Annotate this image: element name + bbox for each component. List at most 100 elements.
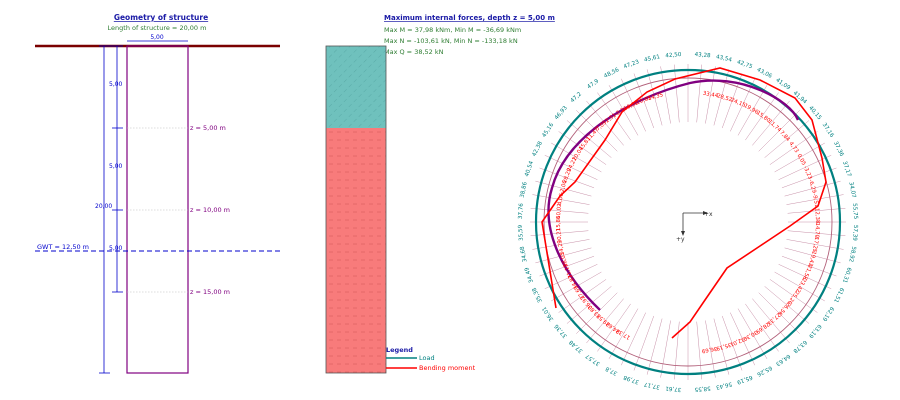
- radial-line: [535, 180, 592, 197]
- radial-line: [745, 92, 779, 141]
- ring-value-label: 43,06: [756, 67, 773, 80]
- radial-line: [597, 303, 631, 352]
- radial-line: [620, 312, 646, 366]
- radial-lines: [530, 64, 846, 380]
- radial-line: [633, 73, 655, 129]
- load-ring: [534, 68, 842, 376]
- bending-moment-curve: [541, 67, 827, 339]
- ring-value-label: 31,19: [563, 262, 575, 279]
- radial-line: [539, 255, 595, 277]
- ring-value-label: 58,55: [694, 385, 711, 392]
- ring-value-label: 42,75: [736, 59, 754, 70]
- radial-line: [730, 312, 756, 366]
- ring-value-label: 37,36: [554, 322, 569, 338]
- ring-value-label: 65,19: [736, 374, 754, 385]
- ring-value-label: 43,54: [715, 54, 732, 63]
- radial-line: [551, 271, 602, 302]
- axis-x-label: +x: [704, 211, 713, 218]
- ring-value-label: 24,15: [730, 97, 747, 109]
- structure-outline: [126, 45, 189, 374]
- ring-value-label: 63,19: [807, 323, 822, 339]
- forces-title: Maximum internal forces, depth z = 5,00 …: [384, 14, 555, 22]
- radial-line: [713, 69, 730, 126]
- radial-line: [608, 308, 639, 359]
- ring-value-label: 40,15: [807, 105, 822, 121]
- dim-label-2: 5,00: [109, 163, 123, 170]
- radial-line: [696, 64, 703, 123]
- ring-value-label: -14,70: [813, 220, 820, 238]
- ring-value-label: 28,52: [716, 93, 733, 103]
- ring-value-label: 37,36: [832, 141, 845, 158]
- radial-line: [737, 308, 768, 359]
- ring-value-label: -9,51: [811, 193, 819, 208]
- radial-line: [646, 318, 663, 375]
- radial-line: [737, 85, 768, 136]
- axis-y-label: +y: [676, 236, 685, 243]
- ring-value-label: 17,38: [615, 327, 632, 340]
- radial-line: [544, 154, 598, 180]
- ring-value-label: -12,38: [813, 206, 820, 224]
- radial-line: [660, 320, 671, 378]
- width-dimension-label: 5,00: [150, 34, 164, 41]
- ring-value-label: 34,68: [520, 245, 529, 262]
- ring-value-label: 35,59: [518, 224, 525, 241]
- ring-value-label: 64,63: [774, 353, 791, 367]
- radial-line: [745, 303, 779, 352]
- radial-line: [539, 167, 595, 189]
- radial-line: [705, 66, 716, 124]
- radial-line: [786, 194, 844, 205]
- ring-value-label: 36,01: [541, 305, 555, 322]
- ring-value-label: 35,38: [531, 286, 544, 303]
- radial-line: [764, 286, 810, 324]
- radial-line: [558, 279, 607, 313]
- ring-value-label: 37,48: [568, 338, 584, 353]
- radial-line: [721, 315, 743, 371]
- ring-value-label: 37,8: [604, 365, 618, 376]
- ring-value-label: 43,28: [694, 52, 711, 59]
- dim-label-1: 5,00: [109, 81, 123, 88]
- radial-line: [781, 255, 837, 277]
- level-label-5: z = 5,00 m: [190, 124, 226, 132]
- radial-line: [576, 110, 618, 152]
- radial-line: [696, 321, 703, 380]
- radial-line: [787, 207, 846, 214]
- ring-value-label: 4,06: [557, 192, 565, 205]
- radial-line: [752, 298, 790, 344]
- ring-value-label: 20,21: [556, 227, 564, 243]
- ring-value-label: 28,29: [562, 167, 573, 184]
- ring-value-label: -19,43: [807, 248, 818, 266]
- forces-panel: Maximum internal forces, depth z = 5,00 …: [325, 14, 555, 374]
- radial-line: [713, 318, 730, 375]
- ring-value-label: 37,98: [623, 373, 641, 384]
- radial-line: [535, 247, 592, 264]
- dim-label-3: 5,00: [109, 245, 123, 252]
- ring-value-label: 37,16: [821, 122, 835, 139]
- dimension-ticks: [99, 45, 123, 374]
- radial-line: [774, 271, 825, 302]
- radial-line: [769, 131, 818, 165]
- ring-value-label: 65,26: [755, 364, 772, 377]
- radial-line: [530, 230, 589, 237]
- ring-value-label: 24,29: [557, 239, 566, 256]
- radial-line: [660, 66, 671, 124]
- ring-value-label: -6,29: [807, 179, 817, 195]
- ring-value-label: 45,16: [541, 122, 555, 139]
- ring-value-label: 45,61: [644, 54, 661, 63]
- radial-line: [769, 279, 818, 313]
- ring-value-label: 47,9: [586, 78, 600, 90]
- ring-value-label: -17,25: [811, 234, 820, 252]
- ring-value-label: 34,07: [847, 181, 856, 198]
- ring-value-label: 48,56: [603, 67, 620, 80]
- level-lines: [127, 127, 188, 293]
- radial-line: [787, 230, 846, 237]
- ring-value-label: 4,73: [787, 141, 799, 154]
- ring-value-label: -35,19: [715, 340, 734, 351]
- slab-outline: [325, 45, 387, 374]
- ring-value-label: 37,17: [643, 380, 660, 389]
- radial-line: [551, 142, 602, 173]
- radial-line: [558, 131, 607, 165]
- ring-value-label: 62,19: [821, 305, 835, 322]
- ring-value-label: 33,44: [702, 91, 719, 100]
- ring-value-label: 42,38: [532, 140, 545, 157]
- groundwater-label: GWT = 12,50 m: [37, 243, 89, 251]
